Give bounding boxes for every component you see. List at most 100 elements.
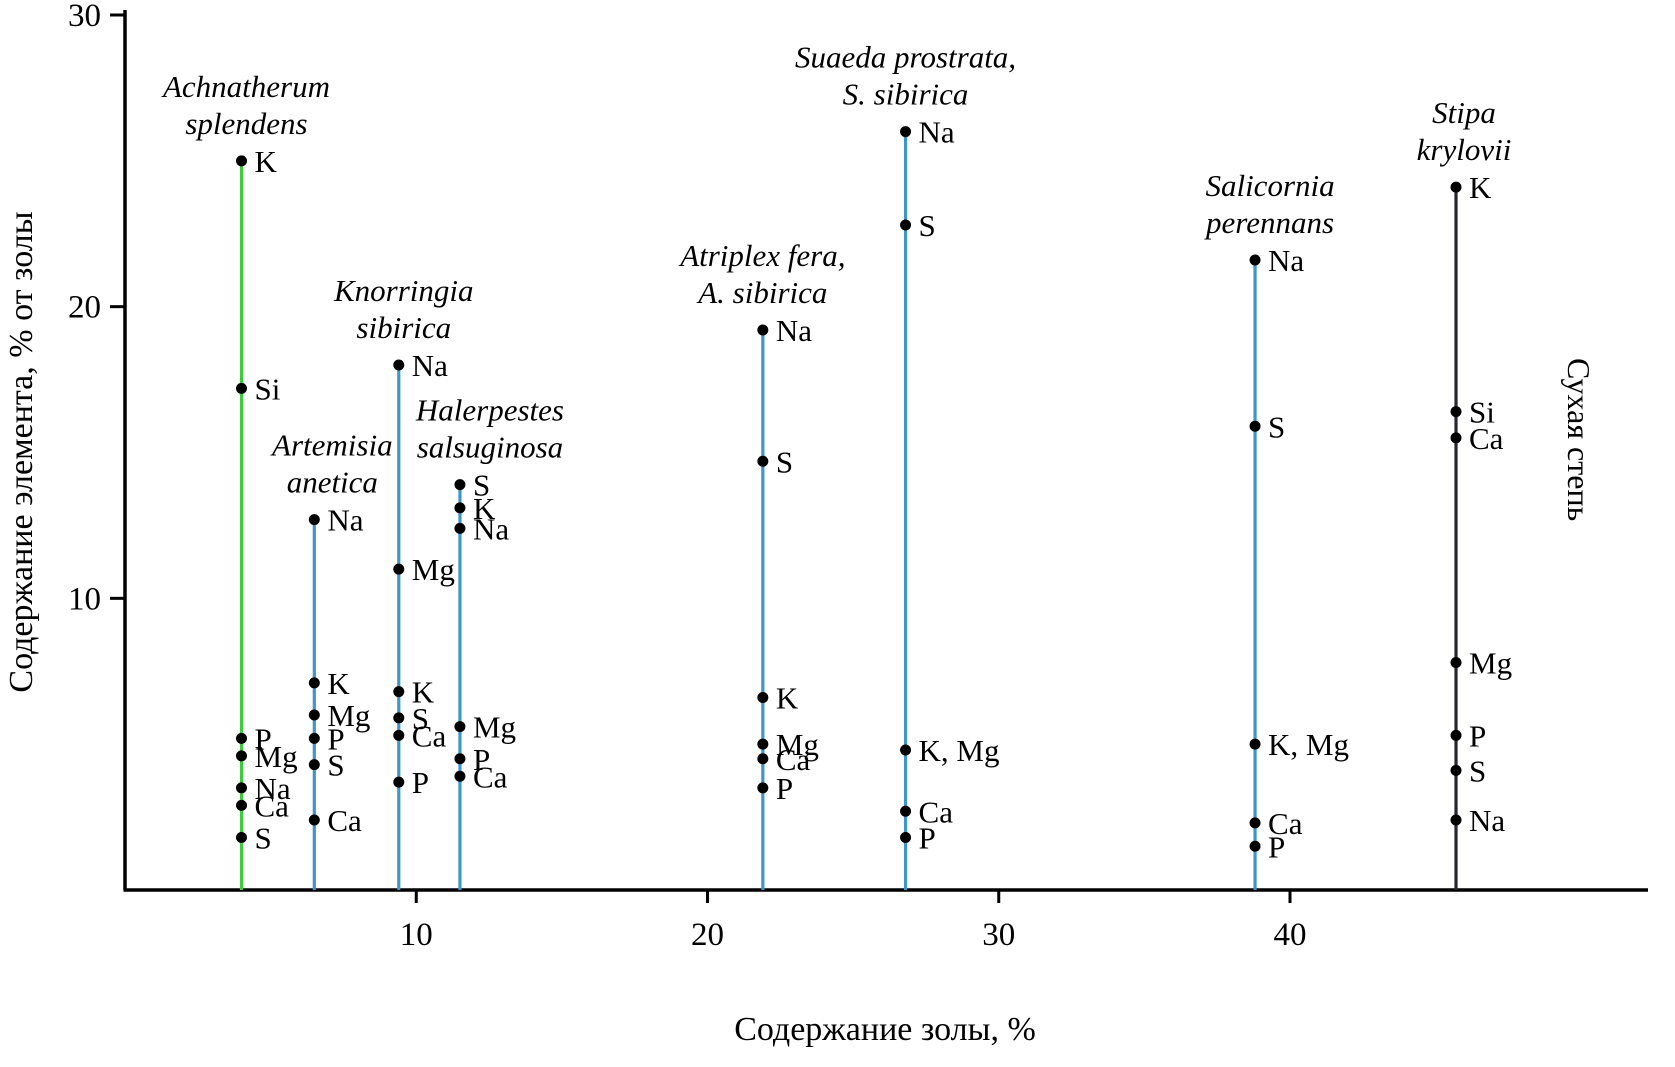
data-point bbox=[393, 563, 405, 575]
data-point bbox=[1450, 764, 1462, 776]
species-name: perennans bbox=[1204, 205, 1334, 240]
point-label: P bbox=[1268, 829, 1285, 864]
point-label: Ca bbox=[919, 794, 954, 829]
point-label: P bbox=[412, 765, 429, 800]
point-label: Ca bbox=[473, 759, 508, 794]
point-label: K bbox=[473, 491, 496, 526]
species-name: Knorringia bbox=[333, 273, 474, 308]
data-point bbox=[900, 219, 912, 231]
point-label: K bbox=[327, 666, 350, 701]
point-label: Mg bbox=[776, 727, 819, 762]
point-label: S bbox=[327, 748, 344, 783]
y-tick-label: 30 bbox=[68, 0, 101, 34]
data-point bbox=[308, 514, 320, 526]
data-point bbox=[900, 805, 912, 817]
data-point bbox=[1450, 657, 1462, 668]
species-name: krylovii bbox=[1417, 132, 1512, 167]
data-point bbox=[308, 709, 320, 721]
x-tick-label: 10 bbox=[400, 917, 433, 953]
data-point bbox=[454, 479, 466, 491]
point-label: S bbox=[919, 208, 936, 243]
data-point bbox=[1450, 814, 1462, 826]
species-name: Salicornia bbox=[1205, 168, 1334, 203]
point-label: Ca bbox=[327, 803, 362, 838]
data-point bbox=[1249, 840, 1261, 852]
point-label: Mg bbox=[327, 698, 370, 733]
point-label: Mg bbox=[412, 552, 455, 587]
point-label: P bbox=[327, 721, 344, 756]
data-point bbox=[454, 721, 466, 733]
data-point bbox=[236, 732, 247, 744]
point-label: S bbox=[776, 444, 793, 479]
species-name: Achnatherum bbox=[161, 69, 330, 104]
species-name: splendens bbox=[185, 106, 307, 141]
point-label: K bbox=[255, 144, 278, 179]
data-point bbox=[308, 732, 320, 744]
point-label: Ca bbox=[412, 718, 447, 753]
point-label: K bbox=[1469, 170, 1492, 205]
data-point bbox=[236, 782, 247, 794]
species-name: Atriplex fera, bbox=[678, 238, 845, 273]
point-label: Na bbox=[412, 348, 448, 383]
point-label: Na bbox=[776, 313, 812, 348]
data-point bbox=[236, 799, 247, 811]
point-label: P bbox=[473, 742, 490, 777]
data-point bbox=[757, 782, 769, 794]
point-label: Si bbox=[255, 371, 281, 406]
point-label: P bbox=[919, 821, 936, 856]
point-label: S bbox=[473, 468, 490, 503]
point-label: Na bbox=[255, 771, 291, 806]
y-tick-label: 20 bbox=[68, 290, 101, 326]
data-point bbox=[236, 832, 247, 843]
species-name: S. sibirica bbox=[843, 77, 969, 112]
data-point bbox=[454, 770, 466, 782]
data-point bbox=[757, 738, 769, 750]
point-label: Ca bbox=[1268, 806, 1303, 841]
data-point bbox=[757, 753, 769, 765]
x-axis-title: Содержание золы, % bbox=[734, 1011, 1036, 1048]
point-label: P bbox=[255, 721, 272, 756]
data-point bbox=[757, 455, 769, 467]
point-label: S bbox=[255, 821, 272, 856]
species-name: Stipa bbox=[1432, 95, 1496, 130]
point-label: S bbox=[412, 701, 429, 736]
right-side-label: Сухая степь bbox=[1561, 358, 1597, 521]
data-point bbox=[900, 832, 912, 843]
point-label: Mg bbox=[473, 710, 516, 745]
point-label: Na bbox=[1268, 243, 1304, 278]
data-point bbox=[454, 522, 466, 534]
point-label: P bbox=[776, 771, 793, 806]
data-point bbox=[1249, 254, 1261, 266]
data-point bbox=[757, 692, 769, 703]
data-point bbox=[308, 814, 320, 826]
point-label: Ca bbox=[1469, 421, 1504, 456]
point-label: Mg bbox=[1469, 646, 1512, 681]
data-point bbox=[1249, 817, 1261, 829]
point-label: Na bbox=[327, 503, 363, 538]
data-point bbox=[236, 382, 247, 394]
species-name: Suaeda prostrata, bbox=[795, 40, 1016, 75]
data-point bbox=[393, 776, 405, 788]
species-name: Artemisia bbox=[270, 428, 393, 463]
point-label: Ca bbox=[255, 788, 290, 823]
species-name: Halerpestes bbox=[415, 393, 564, 428]
data-point bbox=[393, 686, 405, 698]
point-label: Na bbox=[1469, 803, 1505, 838]
point-label: Na bbox=[473, 511, 509, 546]
data-point bbox=[1249, 738, 1261, 750]
data-point bbox=[1249, 420, 1261, 432]
species-name: A. sibirica bbox=[696, 275, 827, 310]
point-label: Mg bbox=[255, 739, 298, 774]
data-point bbox=[308, 677, 320, 689]
data-point bbox=[236, 750, 247, 762]
data-point bbox=[454, 753, 466, 765]
point-label: S bbox=[1469, 753, 1486, 788]
data-point bbox=[757, 324, 769, 336]
data-point bbox=[236, 155, 247, 167]
data-point bbox=[900, 744, 912, 756]
data-point bbox=[1450, 432, 1462, 444]
y-tick-label: 10 bbox=[68, 581, 101, 617]
data-point bbox=[454, 502, 466, 514]
x-tick-label: 40 bbox=[1274, 917, 1307, 953]
